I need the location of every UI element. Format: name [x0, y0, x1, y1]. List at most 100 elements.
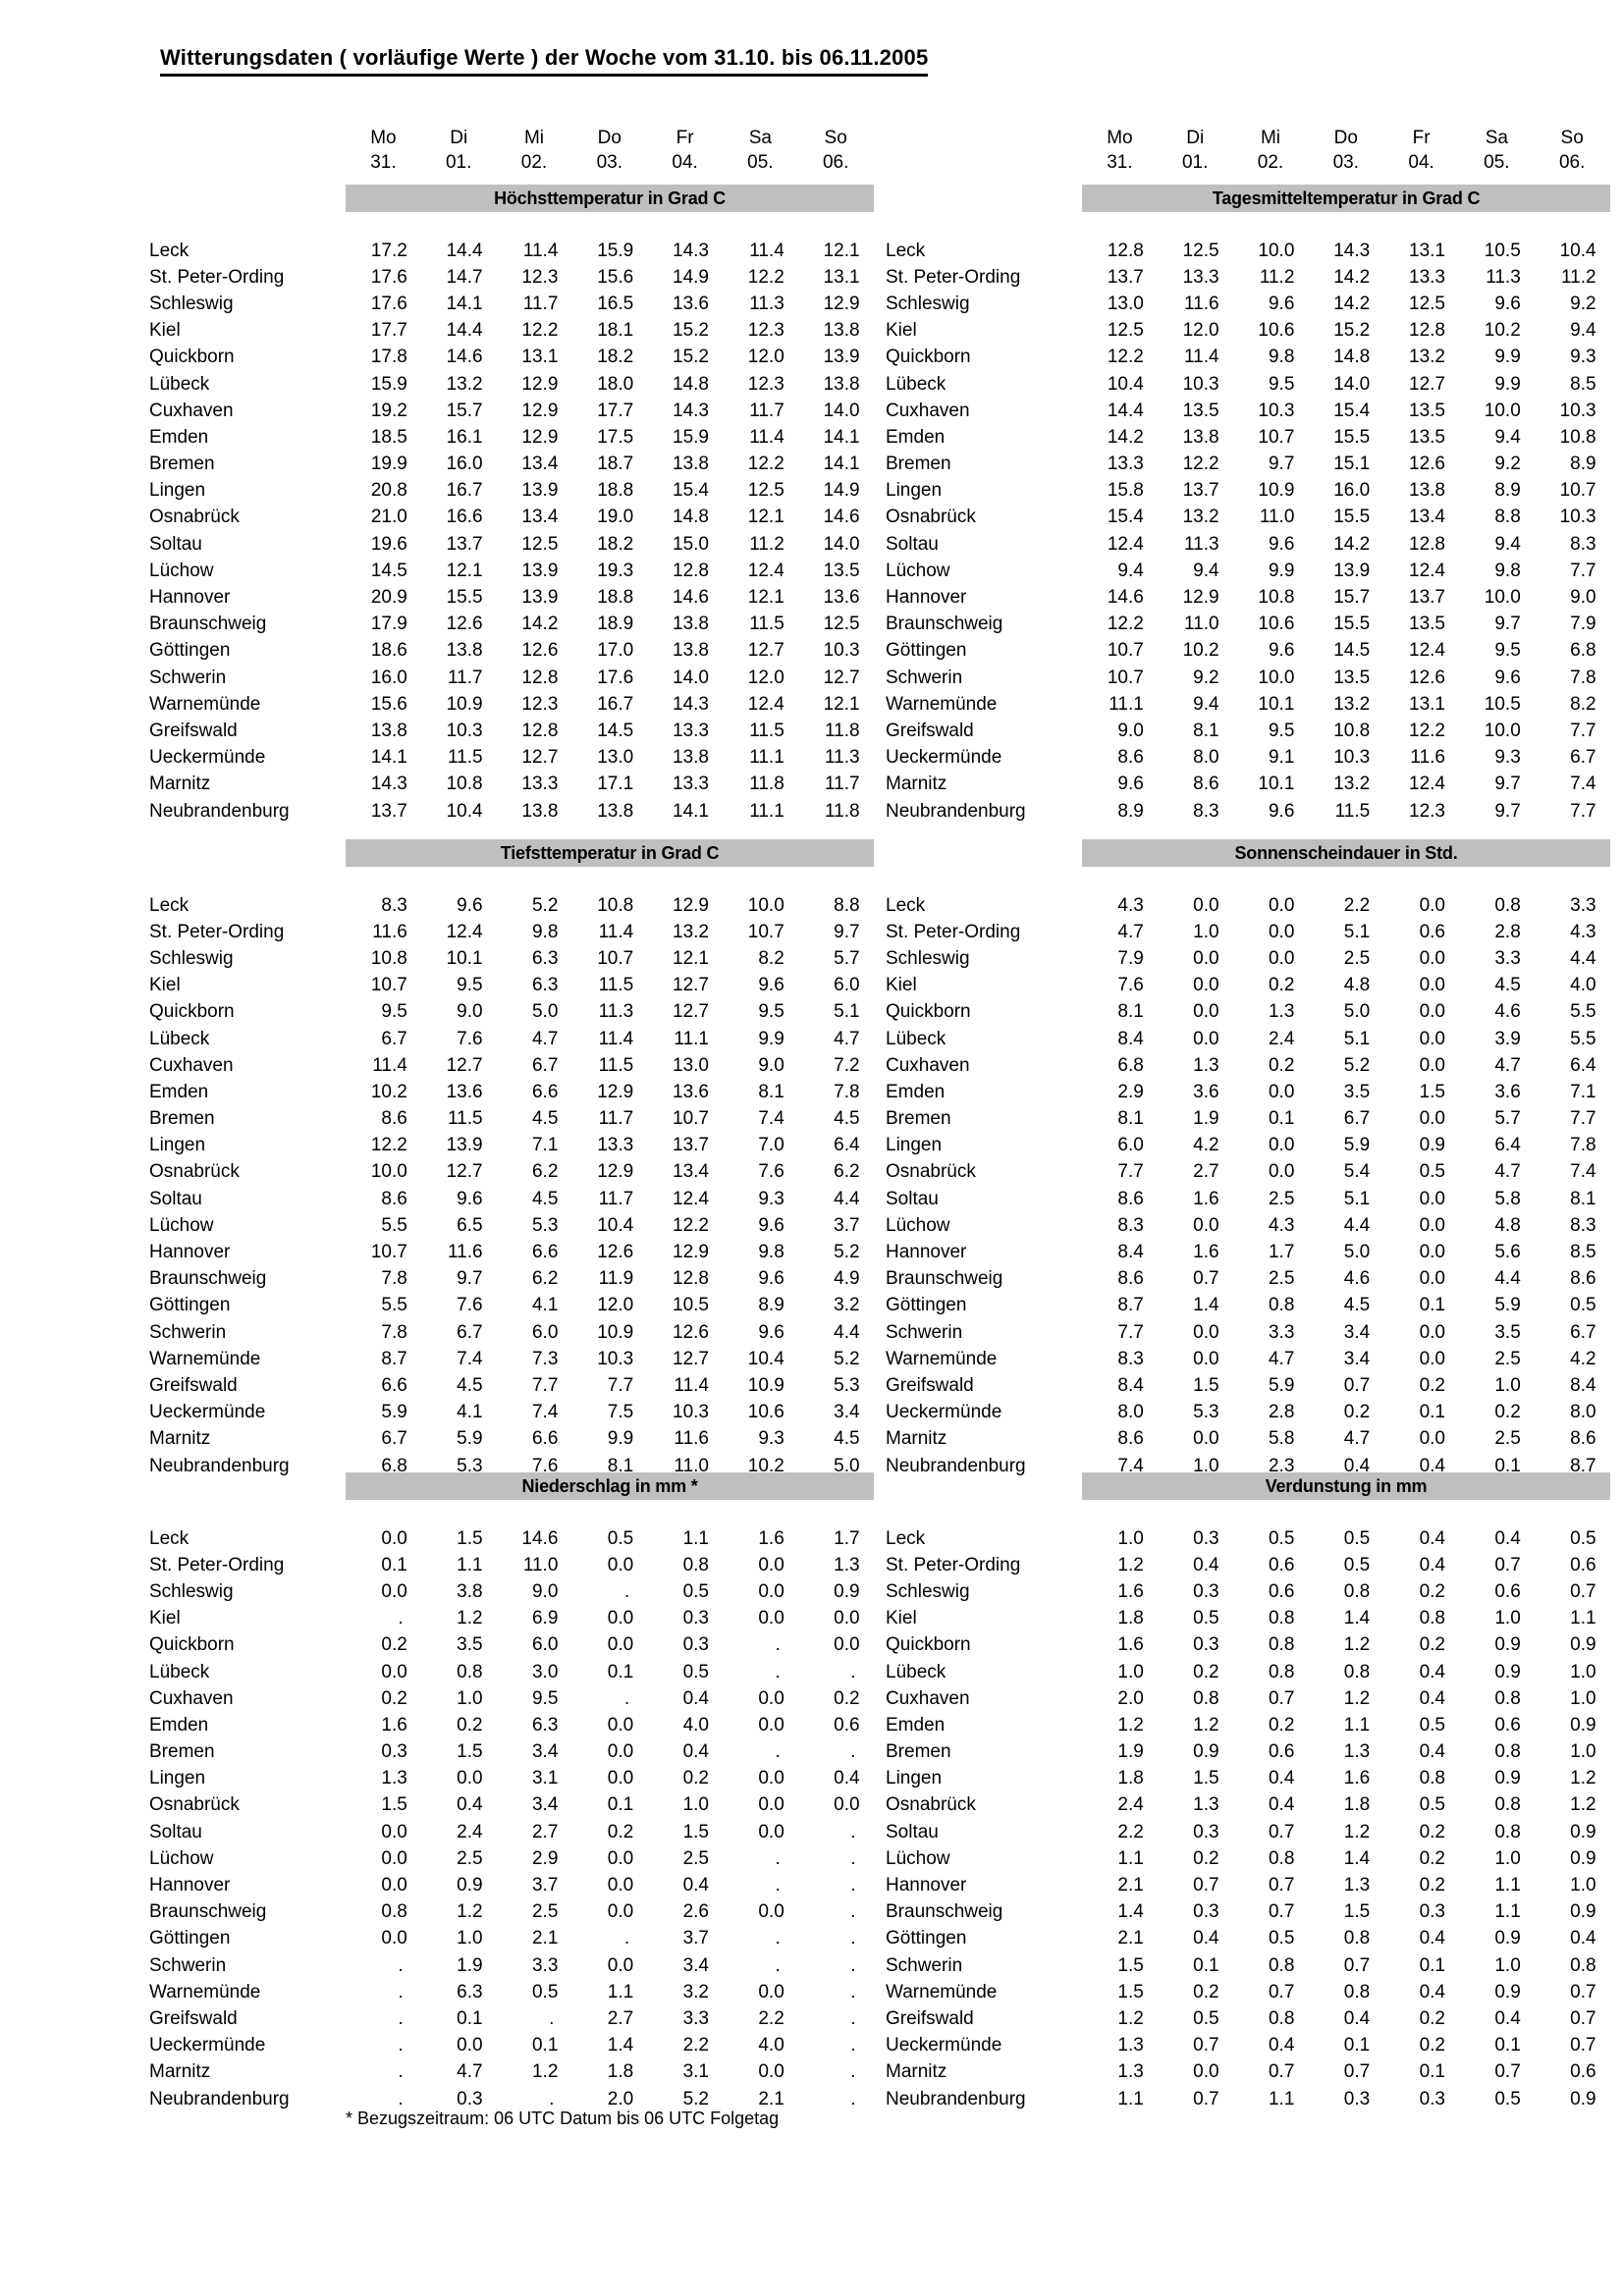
data-cell: . — [398, 2007, 404, 2029]
table-row: Ueckermünde 1.3 0.7 0.4 0.1 0.2 0.1 0.7 — [884, 2033, 1610, 2059]
data-cell: 10.7 — [1258, 426, 1295, 448]
data-cell: 0.8 — [1268, 1634, 1295, 1656]
station-name: Lingen — [886, 1768, 943, 1789]
data-cell: 17.7 — [370, 320, 407, 342]
station-name: Emden — [149, 1714, 209, 1735]
data-cell: 7.4 — [457, 1348, 483, 1369]
station-name: Lingen — [149, 1135, 206, 1156]
data-cell: 0.1 — [531, 2035, 559, 2056]
data-cell: 18.5 — [370, 426, 407, 448]
data-cell: 2.6 — [682, 1901, 709, 1923]
data-cell: 18.9 — [597, 614, 634, 635]
data-cell: 12.1 — [673, 947, 709, 969]
data-cell: 10.7 — [1559, 480, 1596, 502]
data-cell: 1.1 — [1117, 1847, 1144, 1869]
data-cell: . — [398, 1608, 404, 1629]
data-cell: 12.9 — [521, 400, 559, 421]
data-cell: 0.7 — [1268, 1901, 1295, 1923]
data-cell: 8.8 — [834, 894, 860, 916]
data-cell: 15.2 — [673, 320, 709, 342]
data-cell: 1.5 — [457, 1527, 483, 1549]
data-cell: 6.8 — [1570, 640, 1596, 662]
data-cell: 13.4 — [521, 454, 559, 475]
data-cell: 13.8 — [446, 640, 483, 662]
weekday-label: Sa — [1485, 128, 1508, 148]
data-cell: 9.7 — [457, 1268, 483, 1290]
data-cell: 2.4 — [1117, 1794, 1144, 1816]
data-cell: 4.4 — [834, 1321, 860, 1343]
data-cell: 6.4 — [1494, 1135, 1521, 1156]
data-cell: . — [850, 1847, 856, 1869]
data-cell: 10.8 — [1333, 720, 1371, 741]
table-block-niederschlag: Niederschlag in mm * Leck 0.0 1.5 14.6 0.5 1.1… — [147, 1472, 874, 2112]
data-cell: 11.4 — [598, 1028, 634, 1049]
table-row: Ueckermünde 14.1 11.5 12.7 13.0 13.8 11.1 11.3 — [147, 745, 874, 772]
data-cell: 0.7 — [1193, 1268, 1219, 1290]
data-cell: 2.7 — [531, 1821, 559, 1842]
data-cell: 12.6 — [673, 1321, 709, 1343]
data-cell: 9.6 — [758, 1321, 784, 1343]
data-cell: 1.0 — [457, 1928, 483, 1949]
station-name: Cuxhaven — [149, 400, 234, 421]
data-cell: 10.4 — [597, 1214, 634, 1236]
data-cell: 0.2 — [1193, 1661, 1219, 1682]
data-cell: 0.1 — [1268, 1108, 1295, 1130]
data-cell: 0.8 — [457, 1661, 483, 1682]
data-cell: 15.4 — [1107, 507, 1144, 528]
data-cell: 14.3 — [673, 693, 709, 715]
data-cell: 10.8 — [1559, 426, 1596, 448]
table-row: Quickborn 8.1 0.0 1.3 5.0 0.0 4.6 5.5 — [884, 999, 1610, 1026]
data-cell: 11.6 — [1410, 747, 1445, 769]
data-cell: 8.0 — [1193, 747, 1219, 769]
data-cell: 10.7 — [673, 1108, 709, 1130]
data-cell: 0.0 — [758, 1794, 784, 1816]
data-cell: 1.3 — [834, 1554, 860, 1575]
data-cell: 10.3 — [446, 720, 483, 741]
table-row: Marnitz 6.7 5.9 6.6 9.9 11.6 9.3 4.5 — [147, 1426, 874, 1453]
data-cell: 5.0 — [1343, 1242, 1371, 1263]
data-cell: 10.1 — [1258, 693, 1295, 715]
date-label: 02. — [1257, 152, 1284, 173]
data-cell: 2.5 — [457, 1847, 483, 1869]
weekday-row: Mo Di Mi Do Fr Sa So — [1082, 126, 1610, 150]
data-cell: 15.8 — [1107, 480, 1144, 502]
station-name: Kiel — [149, 1608, 181, 1629]
date-label: 03. — [1332, 152, 1359, 173]
data-cell: 14.1 — [673, 800, 709, 822]
data-cell: 0.8 — [1343, 1981, 1371, 2002]
data-cell: 11.7 — [448, 667, 483, 688]
data-cell: 12.8 — [673, 1268, 709, 1290]
data-cell: 7.7 — [1570, 560, 1596, 581]
weekday-label: Do — [597, 128, 622, 148]
data-cell: 3.3 — [682, 2007, 709, 2029]
data-cell: 10.7 — [1107, 640, 1144, 662]
data-cell: 0.4 — [1268, 1794, 1295, 1816]
table-row: Soltau 12.4 11.3 9.6 14.2 12.8 9.4 8.3 — [884, 531, 1610, 558]
data-cell: 13.3 — [673, 774, 709, 795]
data-cell: 9.0 — [531, 1580, 559, 1602]
data-cell: 7.9 — [1117, 947, 1144, 969]
data-cell: 0.4 — [1494, 1527, 1521, 1549]
data-cell: 1.8 — [1343, 1794, 1371, 1816]
data-cell: 15.6 — [370, 693, 407, 715]
table-row: Hannover 8.4 1.6 1.7 5.0 0.0 5.6 8.5 — [884, 1239, 1610, 1265]
data-cell: 0.2 — [457, 1714, 483, 1735]
station-name: Hannover — [886, 1242, 967, 1263]
data-cell: 10.6 — [1258, 614, 1295, 635]
data-cell: 0.7 — [1268, 1821, 1295, 1842]
data-cell: 8.3 — [1117, 1214, 1144, 1236]
data-cell: 12.7 — [446, 1161, 483, 1183]
data-cell: 0.0 — [834, 1634, 860, 1656]
data-cell: 6.0 — [531, 1321, 559, 1343]
table-row: Lübeck 15.9 13.2 12.9 18.0 14.8 12.3 13.8 — [147, 371, 874, 398]
data-cell: 0.8 — [1268, 1661, 1295, 1682]
data-cell: 0.2 — [607, 1821, 634, 1842]
data-cell: 1.0 — [1494, 1954, 1521, 1976]
data-cell: 11.2 — [1259, 266, 1295, 288]
table-row: Warnemünde 11.1 9.4 10.1 13.2 13.1 10.5 8.2 — [884, 691, 1610, 718]
data-cell: 8.9 — [1494, 480, 1521, 502]
data-cell: 0.2 — [1193, 1981, 1219, 2002]
station-name: Kiel — [886, 1608, 917, 1629]
data-cell: 1.0 — [1570, 1741, 1596, 1763]
